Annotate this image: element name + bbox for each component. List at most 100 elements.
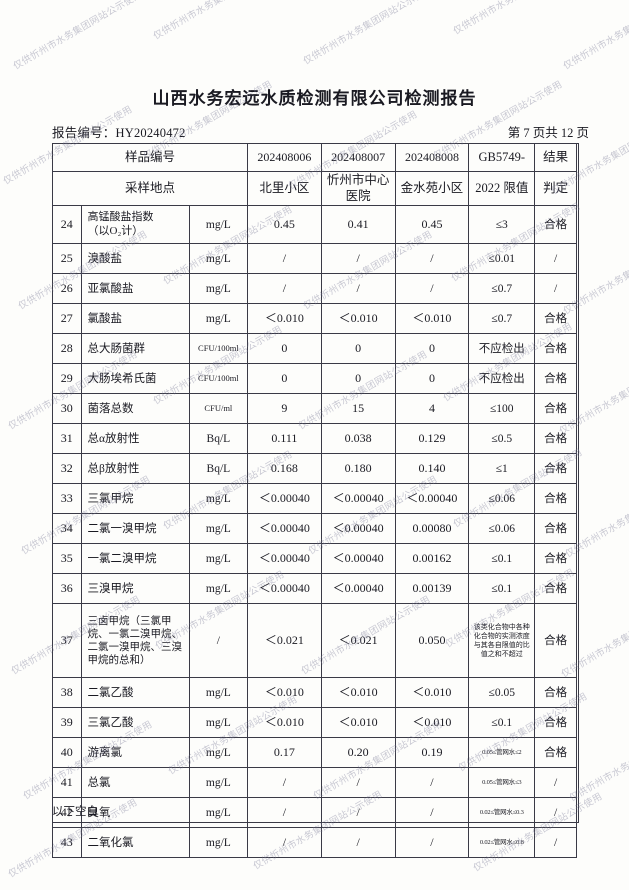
row-value-sample2: ＜0.021 bbox=[320, 603, 396, 679]
row-value-sample1: ＜0.00040 bbox=[246, 513, 322, 545]
row-value-sample2: 0.038 bbox=[320, 423, 396, 455]
row-item-name: 臭氧 bbox=[80, 797, 190, 829]
row-unit: / bbox=[188, 603, 248, 679]
row-value-sample2: 0.180 bbox=[320, 453, 396, 485]
table-row: 30 菌落总数 CFU/ml 9 15 4 ≤100 合格 bbox=[52, 393, 577, 425]
row-item-name: 三氯乙酸 bbox=[80, 707, 190, 739]
row-item-name: 二氯乙酸 bbox=[80, 677, 190, 709]
row-value-sample2: / bbox=[320, 797, 396, 829]
row-index: 34 bbox=[52, 513, 82, 545]
row-value-sample2: / bbox=[320, 273, 396, 305]
row-value-sample3: 0.00162 bbox=[394, 543, 470, 575]
row-unit: CFU/100ml bbox=[188, 333, 248, 365]
row-index: 36 bbox=[52, 573, 82, 605]
row-index: 35 bbox=[52, 543, 82, 575]
table-header-row-location: 采样地点 北里小区 忻州市中心医院 金水苑小区 2022 限值 判定 bbox=[52, 170, 577, 207]
row-value-sample2: 15 bbox=[320, 393, 396, 425]
row-result: 合格 bbox=[534, 303, 577, 335]
row-limit: 0.05≤管网水≤3 bbox=[468, 767, 536, 799]
table-row: 31 总α放射性 Bq/L 0.111 0.038 0.129 ≤0.5 合格 bbox=[52, 423, 577, 455]
row-item-name: 总α放射性 bbox=[80, 423, 190, 455]
row-item-name: 高锰酸盐指数 （以O₂计） bbox=[80, 205, 190, 245]
header-result-line2: 判定 bbox=[534, 170, 577, 207]
row-value-sample2: 0 bbox=[320, 363, 396, 395]
row-unit: mg/L bbox=[188, 483, 248, 515]
watermark-text: 仅供忻州市水务集团网站公示使用 bbox=[11, 0, 145, 73]
table-row: 40 游离氯 mg/L 0.17 0.20 0.19 0.05≤管网水≤2 合格 bbox=[52, 737, 577, 769]
row-result: / bbox=[534, 797, 577, 829]
row-value-sample1: ＜0.010 bbox=[246, 303, 322, 335]
row-value-sample1: ＜0.010 bbox=[246, 707, 322, 739]
report-meta: 报告编号：HY20240472 第 7 页共 12 页 bbox=[52, 122, 589, 141]
row-limit: ≤0.1 bbox=[468, 573, 536, 605]
header-location-2: 忻州市中心医院 bbox=[320, 170, 396, 207]
row-value-sample2: ＜0.00040 bbox=[320, 483, 396, 515]
row-result: / bbox=[534, 273, 577, 305]
header-sample-no-3: 202408008 bbox=[394, 143, 470, 172]
table-row: 28 总大肠菌群 CFU/100ml 0 0 0 不应检出 合格 bbox=[52, 333, 577, 365]
row-value-sample2: 0 bbox=[320, 333, 396, 365]
header-result-line1: 结果 bbox=[534, 143, 577, 172]
row-value-sample3: 0.45 bbox=[394, 205, 470, 245]
row-index: 38 bbox=[52, 677, 82, 709]
table-row: 39 三氯乙酸 mg/L ＜0.010 ＜0.010 ＜0.010 ≤0.1 合格 bbox=[52, 707, 577, 739]
row-value-sample1: / bbox=[246, 243, 322, 275]
row-value-sample3: 4 bbox=[394, 393, 470, 425]
row-limit: ≤0.06 bbox=[468, 483, 536, 515]
row-value-sample3: 0.140 bbox=[394, 453, 470, 485]
table-row: 32 总β放射性 Bq/L 0.168 0.180 0.140 ≤1 合格 bbox=[52, 453, 577, 485]
report-number: 报告编号：HY20240472 bbox=[52, 126, 186, 140]
row-unit: Bq/L bbox=[188, 423, 248, 455]
row-limit: 该类化合物中各种化合物的实测浓度与其各自限值的比值之和不超过 bbox=[468, 603, 536, 679]
row-unit: mg/L bbox=[188, 573, 248, 605]
row-value-sample1: / bbox=[246, 273, 322, 305]
row-limit: 0.05≤管网水≤2 bbox=[468, 737, 536, 769]
row-value-sample2: ＜0.010 bbox=[320, 303, 396, 335]
row-item-name: 三氯甲烷 bbox=[80, 483, 190, 515]
header-location-1: 北里小区 bbox=[246, 170, 322, 207]
page-number: 第 7 页共 12 页 bbox=[507, 126, 589, 140]
row-unit: mg/L bbox=[188, 707, 248, 739]
row-limit: ≤0.01 bbox=[468, 243, 536, 275]
results-table: 样品编号 202408006 202408007 202408008 GB5749- 结果… bbox=[52, 143, 577, 859]
row-value-sample1: 0 bbox=[246, 363, 322, 395]
row-value-sample3: ＜0.00040 bbox=[394, 483, 470, 515]
header-sample-no-1: 202408006 bbox=[246, 143, 322, 172]
row-value-sample3: 0.050 bbox=[394, 603, 470, 679]
row-value-sample2: / bbox=[320, 827, 396, 859]
row-item-name: 一氯二溴甲烷 bbox=[80, 543, 190, 575]
row-result: / bbox=[534, 827, 577, 859]
row-item-name: 大肠埃希氏菌 bbox=[80, 363, 190, 395]
row-limit: ≤0.1 bbox=[468, 707, 536, 739]
watermark-text: 仅供忻州市水务集团网站公示使用 bbox=[561, 0, 629, 73]
below-blank-note: 以下空白 bbox=[52, 806, 98, 818]
table-row: 37 三卤甲烷（三氯甲烷、一氯二溴甲烷、二氯一溴甲烷、三溴甲烷的总和） / ＜0.02… bbox=[52, 603, 577, 679]
row-value-sample3: 0.19 bbox=[394, 737, 470, 769]
row-index: 29 bbox=[52, 363, 82, 395]
table-row: 35 一氯二溴甲烷 mg/L ＜0.00040 ＜0.00040 0.00162 ≤0.1 合… bbox=[52, 543, 577, 575]
watermark-text: 仅供忻州市水务集团网站公示使用 bbox=[301, 0, 435, 68]
row-unit: mg/L bbox=[188, 205, 248, 245]
row-value-sample3: / bbox=[394, 243, 470, 275]
row-item-name: 总β放射性 bbox=[80, 453, 190, 485]
row-index: 32 bbox=[52, 453, 82, 485]
row-index: 26 bbox=[52, 273, 82, 305]
row-unit: mg/L bbox=[188, 513, 248, 545]
row-value-sample3: ＜0.010 bbox=[394, 677, 470, 709]
row-item-name: 菌落总数 bbox=[80, 393, 190, 425]
row-result: 合格 bbox=[534, 737, 577, 769]
table-header-row-sample-no: 样品编号 202408006 202408007 202408008 GB5749- 结果 bbox=[52, 143, 577, 172]
row-unit: mg/L bbox=[188, 273, 248, 305]
table-row: 41 总氯 mg/L / //0.05≤管网水≤3/ bbox=[52, 767, 577, 799]
row-result: 合格 bbox=[534, 453, 577, 485]
row-result: 合格 bbox=[534, 677, 577, 709]
row-result: 合格 bbox=[534, 573, 577, 605]
row-value-sample3: 0 bbox=[394, 333, 470, 365]
row-result: 合格 bbox=[534, 205, 577, 245]
row-limit: ≤0.7 bbox=[468, 303, 536, 335]
row-index: 33 bbox=[52, 483, 82, 515]
row-result: 合格 bbox=[534, 603, 577, 679]
row-unit: CFU/100ml bbox=[188, 363, 248, 395]
row-value-sample2: ＜0.010 bbox=[320, 707, 396, 739]
row-index: 37 bbox=[52, 603, 82, 679]
